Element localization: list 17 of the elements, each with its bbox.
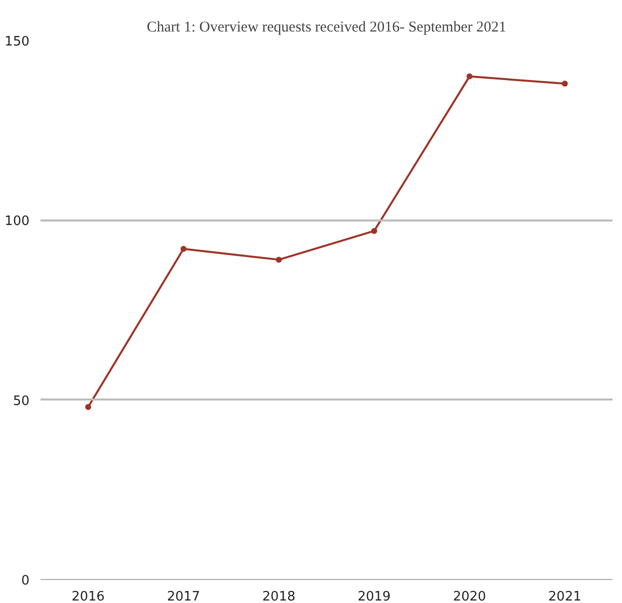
x-tick-label: 2021 [548,590,582,603]
point [466,73,472,80]
x-tick-label: 2020 [452,590,486,603]
point [276,256,282,263]
y-tick-label: 50 [12,394,30,409]
y-tick-label: 150 [4,34,30,50]
point [85,404,92,410]
y-tick-label: 100 [4,214,30,230]
x-tick-label: 2019 [358,590,391,603]
point [180,246,186,252]
y-tick-label: 0 [21,574,30,588]
point [371,228,378,234]
chart-title: Chart 1: Overview requests received 2016- September 2021 [146,20,506,36]
x-tick-label: 2017 [166,590,200,603]
x-tick-label: 2018 [262,590,296,603]
point [562,80,568,87]
x-tick-label: 2016 [72,590,105,603]
